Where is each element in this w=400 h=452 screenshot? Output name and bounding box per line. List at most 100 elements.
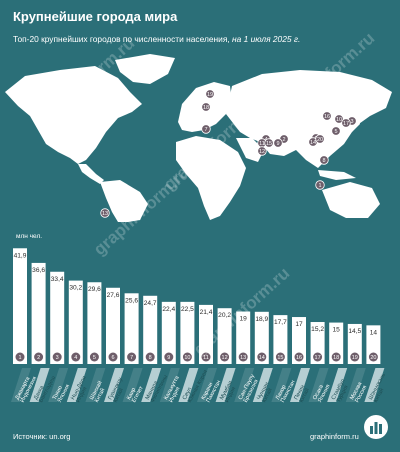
value-label-11: 21,4 <box>200 309 213 316</box>
city-marker-label-7: 7 <box>204 127 207 133</box>
category-band-4 <box>66 368 87 402</box>
chart-subtitle: Топ-20 крупнейших городов по численности… <box>13 34 300 44</box>
category-band-6 <box>104 368 124 402</box>
greenland-shape <box>115 54 175 84</box>
city-marker-5 <box>331 126 341 136</box>
rank-label-16: 16 <box>296 355 302 361</box>
city-marker-label-20: 20 <box>317 137 323 143</box>
value-label-5: 29,6 <box>88 286 101 293</box>
city-marker-1 <box>315 180 325 190</box>
category-band-1 <box>11 368 31 402</box>
category-band-10 <box>178 368 199 402</box>
rank-badge-17 <box>313 352 323 362</box>
rank-label-9: 9 <box>167 355 170 361</box>
rank-badge-11 <box>201 352 211 362</box>
category-band-8 <box>141 368 162 402</box>
category-band-2 <box>29 368 50 402</box>
rank-badge-3 <box>52 352 62 362</box>
bars-group: 41,91ДжакартаИндонезия36,62ДаккаБангладе… <box>11 248 387 404</box>
y-unit-label: млн чел. <box>16 233 42 240</box>
city-marker-label-12: 12 <box>259 149 265 155</box>
city-marker-label-5: 5 <box>334 129 337 135</box>
rank-badge-2 <box>34 352 44 362</box>
rank-label-1: 1 <box>18 355 21 361</box>
city-marker-label-9: 9 <box>276 141 279 147</box>
category-band-14 <box>252 368 273 402</box>
bar-8 <box>143 295 158 364</box>
value-label-16: 17 <box>295 321 303 328</box>
bar-19 <box>347 323 362 364</box>
city-marker-19 <box>205 89 215 99</box>
bar-1 <box>13 248 27 364</box>
category-band-11 <box>197 368 217 402</box>
rank-badge-8 <box>145 352 155 362</box>
bar-17 <box>310 322 325 364</box>
category-city-10: Сеул <box>182 387 193 401</box>
rank-badge-18 <box>331 352 341 362</box>
city-marker-label-3: 3 <box>350 119 353 125</box>
rank-badge-20 <box>368 352 378 362</box>
city-marker-15 <box>264 138 274 148</box>
value-label-18: 15 <box>333 327 341 334</box>
subtitle-text: Топ-20 крупнейших городов по численности… <box>13 34 230 44</box>
rank-badge-16 <box>294 352 304 362</box>
bar-chart-logo-icon <box>364 415 388 439</box>
rank-label-5: 5 <box>93 355 96 361</box>
rank-label-8: 8 <box>149 355 152 361</box>
value-label-10: 22,5 <box>181 306 194 313</box>
value-label-2: 36,6 <box>32 267 45 274</box>
category-band-12 <box>215 368 236 402</box>
city-marker-label-10: 10 <box>336 117 342 123</box>
value-label-13: 19 <box>240 316 248 323</box>
bar-14 <box>254 311 269 364</box>
city-marker-20 <box>315 134 325 144</box>
africa-shape <box>176 136 246 220</box>
rank-badge-12 <box>220 352 230 362</box>
rank-label-14: 14 <box>259 355 265 361</box>
bar-3 <box>50 271 65 364</box>
category-band-13 <box>234 368 255 402</box>
bar-6 <box>106 287 120 364</box>
value-label-14: 18,9 <box>255 316 268 323</box>
value-label-20: 14 <box>370 329 378 336</box>
rank-label-20: 20 <box>370 355 376 361</box>
north-america-shape <box>5 66 142 164</box>
arabia-shape <box>236 138 264 162</box>
city-marker-16 <box>322 111 332 121</box>
value-label-12: 20,2 <box>218 312 231 319</box>
rank-label-10: 10 <box>184 355 190 361</box>
city-marker-label-15: 15 <box>266 141 272 147</box>
subtitle-date: на 1 июля 2025 г. <box>232 34 301 44</box>
rank-label-13: 13 <box>240 355 246 361</box>
rank-badge-14 <box>257 352 267 362</box>
city-marker-8 <box>319 155 329 165</box>
bar-5 <box>87 282 102 364</box>
value-label-9: 22,4 <box>162 306 175 313</box>
city-marker-label-14: 14 <box>310 140 316 146</box>
chart-title: Крупнейшие города мира <box>13 9 178 24</box>
value-label-4: 30,2 <box>69 285 82 292</box>
rank-badge-13 <box>238 352 248 362</box>
bar-7 <box>124 293 139 364</box>
rank-label-4: 4 <box>74 355 77 361</box>
city-marker-label-8: 8 <box>322 158 325 164</box>
rank-label-2: 2 <box>37 355 40 361</box>
city-marker-label-19: 19 <box>207 92 213 98</box>
rank-label-6: 6 <box>111 355 114 361</box>
category-band-7 <box>122 368 143 402</box>
category-band-9 <box>159 368 180 402</box>
rank-label-11: 11 <box>203 355 209 361</box>
value-label-1: 41,9 <box>14 252 27 259</box>
city-marker-13 <box>100 208 110 218</box>
rank-badge-10 <box>182 352 192 362</box>
rank-label-7: 7 <box>130 355 133 361</box>
city-marker-10 <box>334 114 344 124</box>
value-label-6: 27,6 <box>107 292 120 299</box>
site-link[interactable]: graphinform.ru <box>310 432 359 441</box>
city-marker-17 <box>341 118 351 128</box>
bar-10 <box>180 301 195 364</box>
value-label-17: 15,2 <box>311 326 324 333</box>
category-band-5 <box>85 368 106 402</box>
rank-label-12: 12 <box>222 355 228 361</box>
rank-badge-9 <box>164 352 174 362</box>
